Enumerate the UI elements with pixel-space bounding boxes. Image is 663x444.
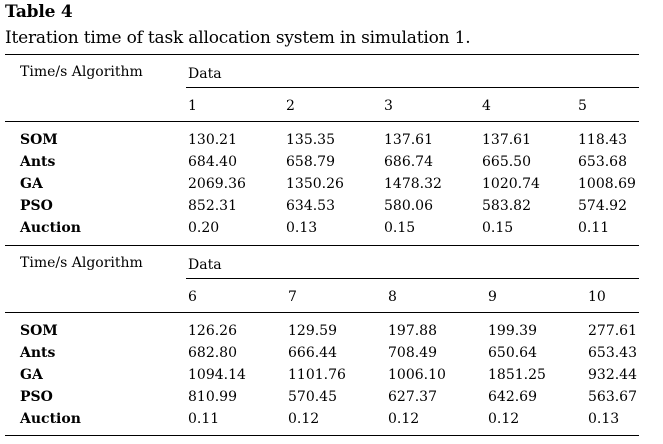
table-cell: 0.15	[384, 220, 416, 236]
table-cell: 0.13	[588, 411, 620, 427]
table-cell: 118.43	[578, 132, 627, 148]
header-rule	[5, 121, 639, 122]
table-cell: 810.99	[188, 389, 237, 405]
table-cell: 574.92	[578, 198, 627, 214]
row-label: Auction	[20, 411, 81, 427]
table-cell: 563.67	[588, 389, 637, 405]
column-header: 3	[384, 98, 393, 114]
row-label: Ants	[20, 154, 56, 170]
column-header: 10	[588, 289, 606, 305]
table-cell: 686.74	[384, 154, 433, 170]
column-header: 7	[288, 289, 297, 305]
column-header: 4	[482, 98, 491, 114]
table-cell: 126.26	[188, 323, 237, 339]
table-cell: 197.88	[388, 323, 437, 339]
group-header: Data	[188, 66, 222, 82]
table-rule-top	[5, 54, 639, 55]
column-header: 5	[578, 98, 587, 114]
table-rule-bottom	[5, 435, 639, 436]
table-cell: 682.80	[188, 345, 237, 361]
table-cell: 1094.14	[188, 367, 246, 383]
table-cell: 1020.74	[482, 176, 540, 192]
table-caption-text: Iteration time of task allocation system…	[5, 28, 471, 48]
table-cell: 570.45	[288, 389, 337, 405]
row-label: GA	[20, 367, 43, 383]
corner-header: Time/s Algorithm	[20, 255, 143, 271]
row-label: SOM	[20, 132, 58, 148]
table-cell: 583.82	[482, 198, 531, 214]
corner-header: Time/s Algorithm	[20, 64, 143, 80]
table-cell: 653.68	[578, 154, 627, 170]
table-cell: 0.12	[288, 411, 320, 427]
table-cell: 135.35	[286, 132, 335, 148]
table-cell: 0.13	[286, 220, 318, 236]
table-cell: 0.15	[482, 220, 514, 236]
column-header: 6	[188, 289, 197, 305]
table-cell: 277.61	[588, 323, 637, 339]
table-cell: 0.11	[578, 220, 610, 236]
table-cell: 650.64	[488, 345, 537, 361]
row-label: GA	[20, 176, 43, 192]
table-cell: 0.20	[188, 220, 220, 236]
table-cell: 665.50	[482, 154, 531, 170]
table-rule-top	[5, 245, 639, 246]
column-header: 1	[188, 98, 197, 114]
table-cell: 1101.76	[288, 367, 346, 383]
table-cell: 130.21	[188, 132, 237, 148]
table-cell: 932.44	[588, 367, 637, 383]
table-cell: 627.37	[388, 389, 437, 405]
table-cell: 1008.69	[578, 176, 636, 192]
table-cell: 1478.32	[384, 176, 442, 192]
table-cell: 199.39	[488, 323, 537, 339]
column-header: 9	[488, 289, 497, 305]
group-header: Data	[188, 257, 222, 273]
group-rule	[186, 87, 639, 88]
table-cell: 0.12	[488, 411, 520, 427]
table-caption-label: Table 4	[5, 2, 73, 22]
table-cell: 642.69	[488, 389, 537, 405]
table-cell: 666.44	[288, 345, 337, 361]
row-label: Ants	[20, 345, 56, 361]
table-cell: 0.12	[388, 411, 420, 427]
table-cell: 1851.25	[488, 367, 546, 383]
table-cell: 129.59	[288, 323, 337, 339]
row-label: Auction	[20, 220, 81, 236]
table-cell: 580.06	[384, 198, 433, 214]
table-cell: 653.43	[588, 345, 637, 361]
table-cell: 708.49	[388, 345, 437, 361]
column-header: 8	[388, 289, 397, 305]
table-cell: 137.61	[384, 132, 433, 148]
table-cell: 852.31	[188, 198, 237, 214]
table-cell: 2069.36	[188, 176, 246, 192]
table-cell: 0.11	[188, 411, 220, 427]
table-cell: 658.79	[286, 154, 335, 170]
row-label: PSO	[20, 198, 53, 214]
table-cell: 684.40	[188, 154, 237, 170]
row-label: PSO	[20, 389, 53, 405]
column-header: 2	[286, 98, 295, 114]
table-cell: 1350.26	[286, 176, 344, 192]
group-rule	[186, 278, 639, 279]
table-cell: 137.61	[482, 132, 531, 148]
header-rule	[5, 312, 639, 313]
row-label: SOM	[20, 323, 58, 339]
table-cell: 634.53	[286, 198, 335, 214]
table-cell: 1006.10	[388, 367, 446, 383]
